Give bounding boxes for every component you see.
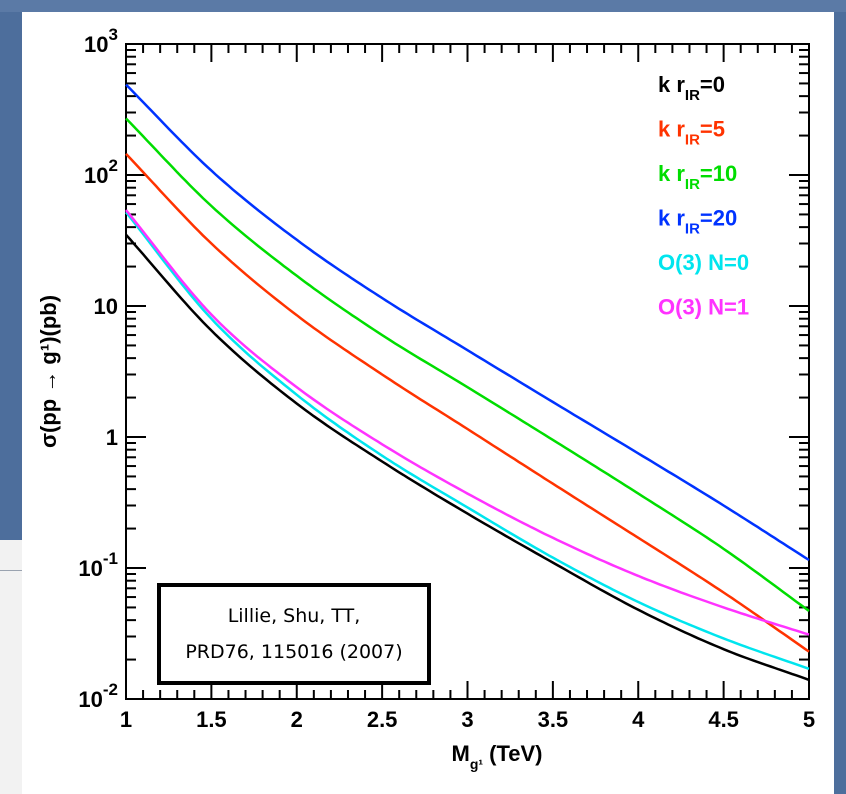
- cross-section-chart: 1 1.5 2 2.5 3 3.5 4 4.5 5 10-2 10-1 1 10 102 103 Mg¹ (T…: [36, 25, 815, 772]
- series-line: [125, 117, 810, 613]
- legend: k rIR=0 k rIR=5 k rIR=10 k rIR=20 O(3) N=0 O(…: [658, 72, 749, 320]
- y-tick-label: 102: [84, 156, 118, 188]
- citation-box: Lillie, Shu, TT, PRD76, 115016 (2007): [157, 583, 431, 685]
- y-tick-label: 103: [84, 25, 118, 57]
- slide-left-panel: [0, 540, 22, 794]
- y-tick-exponent: 2: [109, 156, 118, 175]
- series-line: [125, 83, 810, 562]
- y-axis-title: σ(pp → g¹)(pb): [36, 295, 61, 448]
- y-tick-exponent: -1: [103, 549, 118, 568]
- legend-entry: k rIR=10: [658, 161, 737, 193]
- x-tick-label: 2.5: [367, 707, 398, 732]
- citation-frame: [157, 583, 431, 685]
- x-tick-label: 3: [461, 707, 473, 732]
- legend-entry: k rIR=0: [658, 72, 725, 104]
- legend-entry: O(3) N=0: [658, 250, 749, 275]
- series-line: [125, 209, 810, 636]
- series-line: [125, 153, 810, 653]
- series-line: [125, 233, 810, 682]
- x-tick-label: 4.5: [708, 707, 739, 732]
- x-tick-label: 1: [120, 707, 132, 732]
- slide-top-band: [0, 0, 846, 12]
- x-tick-label: 1.5: [196, 707, 227, 732]
- y-tick-label: 1: [106, 425, 118, 450]
- y-tick-exponent: -2: [103, 680, 118, 699]
- x-tick-label: 2: [291, 707, 303, 732]
- y-tick-label: 10: [94, 294, 118, 319]
- citation-line-1: Lillie, Shu, TT,: [228, 605, 361, 627]
- slide-left-divider: [0, 570, 22, 571]
- legend-entry: k rIR=5: [658, 117, 725, 149]
- legend-entry: O(3) N=1: [658, 295, 749, 320]
- series-line: [125, 211, 810, 670]
- axes: 1 1.5 2 2.5 3 3.5 4 4.5 5 10-2 10-1 1 10 102 103 Mg¹ (T…: [36, 25, 815, 772]
- x-tick-label: 5: [803, 707, 815, 732]
- series-lines: [125, 83, 810, 682]
- chart-canvas: 1 1.5 2 2.5 3 3.5 4 4.5 5 10-2 10-1 1 10 102 103 Mg¹ (T…: [22, 12, 834, 794]
- legend-entry: k rIR=20: [658, 206, 737, 238]
- y-tick-label: 10-1: [78, 549, 118, 581]
- x-tick-label: 4: [632, 707, 645, 732]
- citation-line-2: PRD76, 115016 (2007): [185, 641, 402, 663]
- x-axis-title: Mg¹ (TeV): [451, 741, 542, 772]
- y-tick-exponent: 3: [109, 25, 118, 44]
- x-tick-label: 3.5: [538, 707, 569, 732]
- y-tick-label: 10-2: [78, 680, 118, 712]
